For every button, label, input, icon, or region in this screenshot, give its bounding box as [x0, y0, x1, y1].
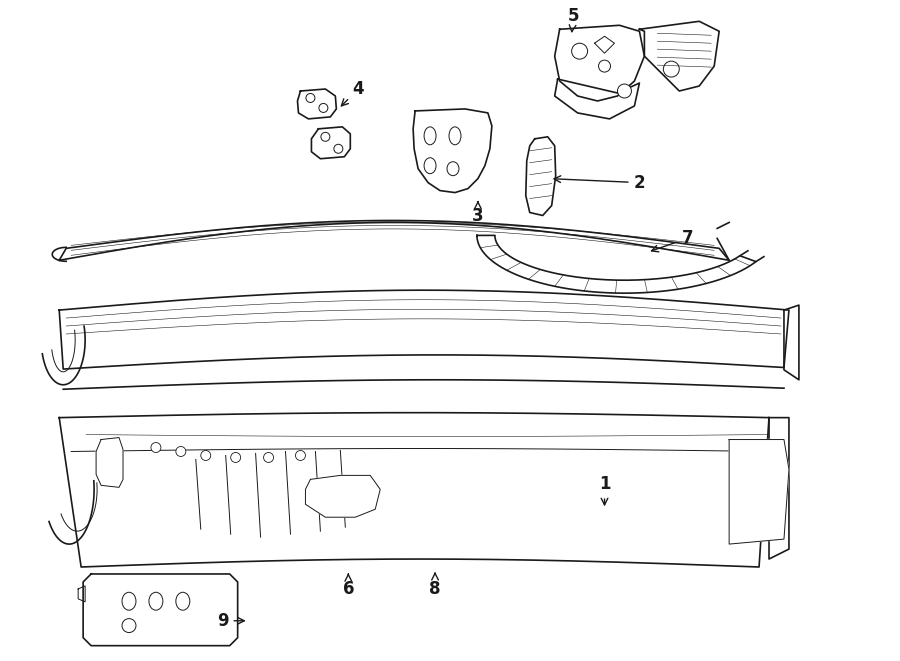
Polygon shape	[59, 412, 769, 567]
Polygon shape	[729, 440, 789, 544]
Polygon shape	[59, 221, 729, 260]
Polygon shape	[305, 475, 380, 517]
Circle shape	[176, 447, 185, 457]
Polygon shape	[477, 235, 756, 293]
Ellipse shape	[176, 592, 190, 610]
Circle shape	[264, 453, 274, 463]
Circle shape	[319, 104, 328, 112]
Circle shape	[663, 61, 680, 77]
Polygon shape	[554, 79, 639, 119]
Ellipse shape	[424, 158, 436, 174]
Circle shape	[151, 442, 161, 453]
Ellipse shape	[447, 162, 459, 176]
Text: 9: 9	[217, 612, 244, 630]
Polygon shape	[639, 21, 719, 91]
Ellipse shape	[122, 592, 136, 610]
Circle shape	[598, 60, 610, 72]
Circle shape	[295, 451, 305, 461]
Ellipse shape	[449, 127, 461, 145]
Polygon shape	[769, 418, 789, 559]
Ellipse shape	[424, 127, 436, 145]
Circle shape	[321, 132, 330, 141]
Polygon shape	[554, 25, 644, 101]
Circle shape	[306, 93, 315, 102]
Polygon shape	[413, 109, 492, 192]
Circle shape	[230, 453, 240, 463]
Polygon shape	[298, 89, 337, 119]
Polygon shape	[78, 586, 86, 602]
Polygon shape	[526, 137, 555, 215]
Polygon shape	[59, 290, 789, 369]
Polygon shape	[595, 36, 615, 53]
Text: 1: 1	[598, 475, 610, 505]
Polygon shape	[96, 438, 123, 487]
Text: 8: 8	[429, 573, 441, 598]
Ellipse shape	[148, 592, 163, 610]
Polygon shape	[83, 574, 238, 646]
Text: 3: 3	[472, 202, 483, 225]
Circle shape	[201, 451, 211, 461]
Polygon shape	[784, 305, 799, 380]
Text: 6: 6	[343, 574, 354, 598]
Ellipse shape	[122, 619, 136, 633]
Circle shape	[334, 144, 343, 153]
Circle shape	[617, 84, 632, 98]
Text: 5: 5	[568, 7, 580, 32]
Text: 7: 7	[652, 229, 693, 252]
Text: 4: 4	[341, 80, 365, 106]
Text: 2: 2	[554, 174, 645, 192]
Circle shape	[572, 43, 588, 59]
Polygon shape	[311, 127, 350, 159]
